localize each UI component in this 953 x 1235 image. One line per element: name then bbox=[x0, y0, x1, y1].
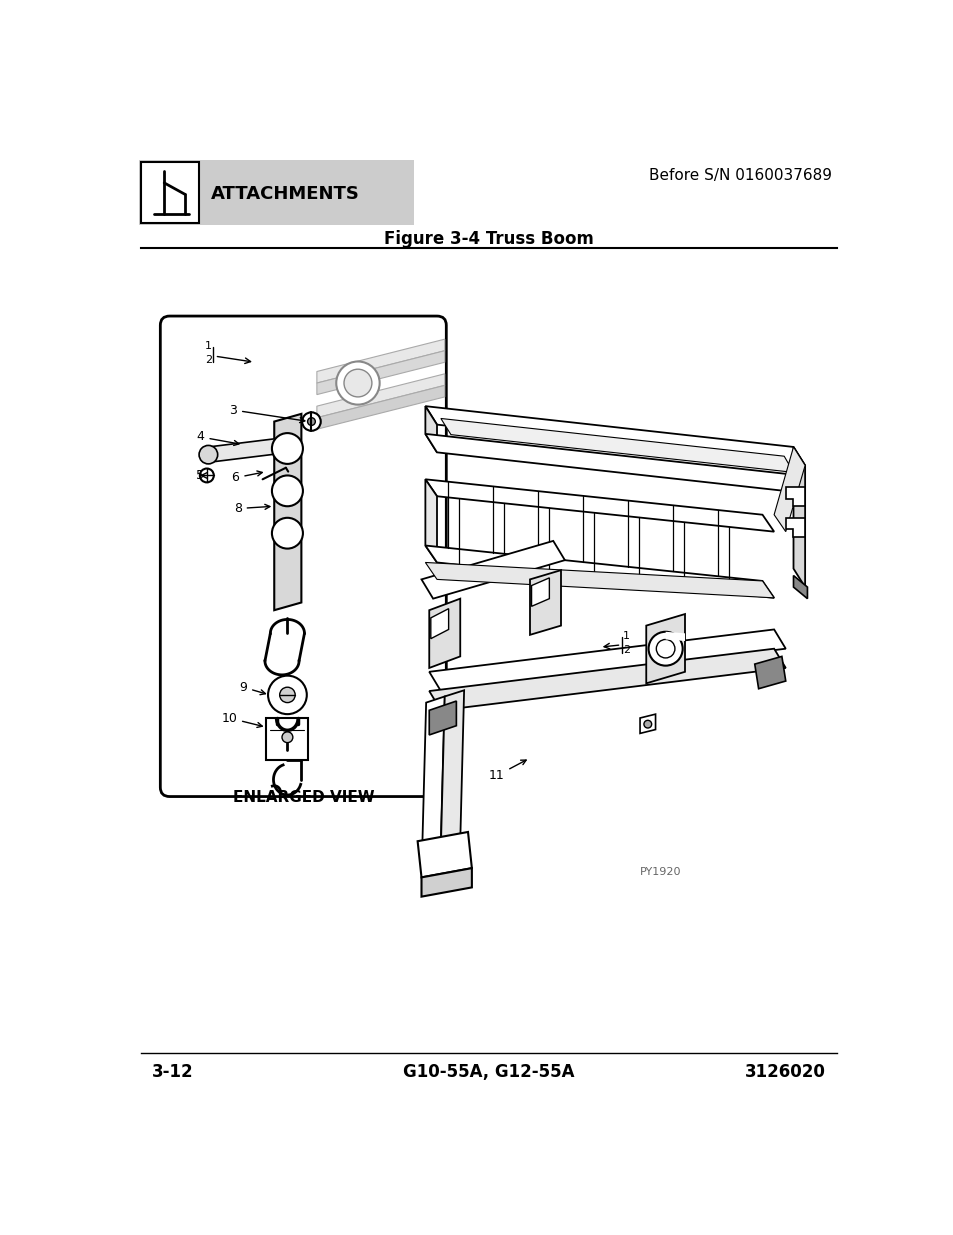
Polygon shape bbox=[773, 447, 804, 531]
Polygon shape bbox=[754, 656, 785, 689]
Polygon shape bbox=[425, 562, 773, 598]
Polygon shape bbox=[417, 832, 472, 877]
Circle shape bbox=[344, 369, 372, 396]
Circle shape bbox=[268, 676, 307, 714]
Polygon shape bbox=[531, 578, 549, 606]
Polygon shape bbox=[785, 517, 804, 537]
Polygon shape bbox=[429, 599, 459, 668]
Circle shape bbox=[335, 362, 379, 405]
Text: 1: 1 bbox=[622, 631, 629, 641]
Text: Before S/N 0160037689: Before S/N 0160037689 bbox=[649, 168, 831, 183]
Circle shape bbox=[272, 475, 303, 506]
Text: 2: 2 bbox=[622, 645, 630, 655]
Polygon shape bbox=[425, 479, 773, 531]
Polygon shape bbox=[422, 697, 444, 847]
Circle shape bbox=[199, 446, 217, 464]
Circle shape bbox=[199, 468, 213, 483]
Text: 5: 5 bbox=[196, 469, 204, 482]
Polygon shape bbox=[266, 718, 308, 761]
FancyBboxPatch shape bbox=[160, 316, 446, 797]
Polygon shape bbox=[440, 690, 464, 847]
Text: 2: 2 bbox=[205, 354, 212, 364]
Polygon shape bbox=[274, 414, 301, 610]
Polygon shape bbox=[421, 541, 564, 599]
Text: 10: 10 bbox=[221, 711, 262, 727]
Polygon shape bbox=[429, 630, 785, 692]
Polygon shape bbox=[429, 648, 785, 710]
Text: 9: 9 bbox=[239, 680, 265, 695]
Circle shape bbox=[307, 417, 315, 425]
Text: G10-55A, G12-55A: G10-55A, G12-55A bbox=[403, 1063, 574, 1081]
Polygon shape bbox=[793, 576, 806, 599]
Text: 6: 6 bbox=[232, 471, 262, 484]
Circle shape bbox=[643, 720, 651, 727]
Polygon shape bbox=[421, 868, 472, 897]
Text: 3-12: 3-12 bbox=[152, 1063, 193, 1081]
Polygon shape bbox=[425, 546, 773, 598]
Polygon shape bbox=[665, 632, 684, 641]
Circle shape bbox=[656, 640, 674, 658]
Polygon shape bbox=[316, 374, 444, 417]
Circle shape bbox=[279, 687, 294, 703]
Polygon shape bbox=[425, 479, 436, 562]
FancyBboxPatch shape bbox=[138, 159, 414, 225]
Polygon shape bbox=[425, 406, 804, 466]
Circle shape bbox=[282, 732, 293, 742]
Polygon shape bbox=[316, 351, 444, 395]
Circle shape bbox=[648, 632, 682, 666]
Text: 3: 3 bbox=[229, 404, 305, 422]
Polygon shape bbox=[208, 437, 290, 462]
Polygon shape bbox=[425, 406, 436, 452]
FancyBboxPatch shape bbox=[141, 162, 199, 222]
Polygon shape bbox=[793, 447, 804, 587]
Circle shape bbox=[272, 433, 303, 464]
Polygon shape bbox=[425, 433, 804, 493]
Text: 8: 8 bbox=[233, 503, 270, 515]
Polygon shape bbox=[785, 487, 804, 506]
Polygon shape bbox=[440, 419, 793, 472]
Text: ATTACHMENTS: ATTACHMENTS bbox=[211, 185, 359, 204]
Text: PY1920: PY1920 bbox=[639, 867, 680, 877]
Circle shape bbox=[272, 517, 303, 548]
Polygon shape bbox=[431, 609, 448, 638]
Text: 4: 4 bbox=[196, 431, 239, 446]
Circle shape bbox=[302, 412, 320, 431]
Polygon shape bbox=[645, 614, 684, 683]
Text: Figure 3-4 Truss Boom: Figure 3-4 Truss Boom bbox=[384, 230, 593, 248]
Text: ENLARGED VIEW: ENLARGED VIEW bbox=[233, 790, 375, 805]
Polygon shape bbox=[429, 701, 456, 735]
Polygon shape bbox=[316, 340, 444, 383]
Text: 1: 1 bbox=[205, 341, 212, 351]
Text: 3126020: 3126020 bbox=[744, 1063, 825, 1081]
Polygon shape bbox=[530, 571, 560, 635]
Polygon shape bbox=[639, 714, 655, 734]
Text: 11: 11 bbox=[488, 760, 526, 782]
Polygon shape bbox=[316, 385, 444, 430]
